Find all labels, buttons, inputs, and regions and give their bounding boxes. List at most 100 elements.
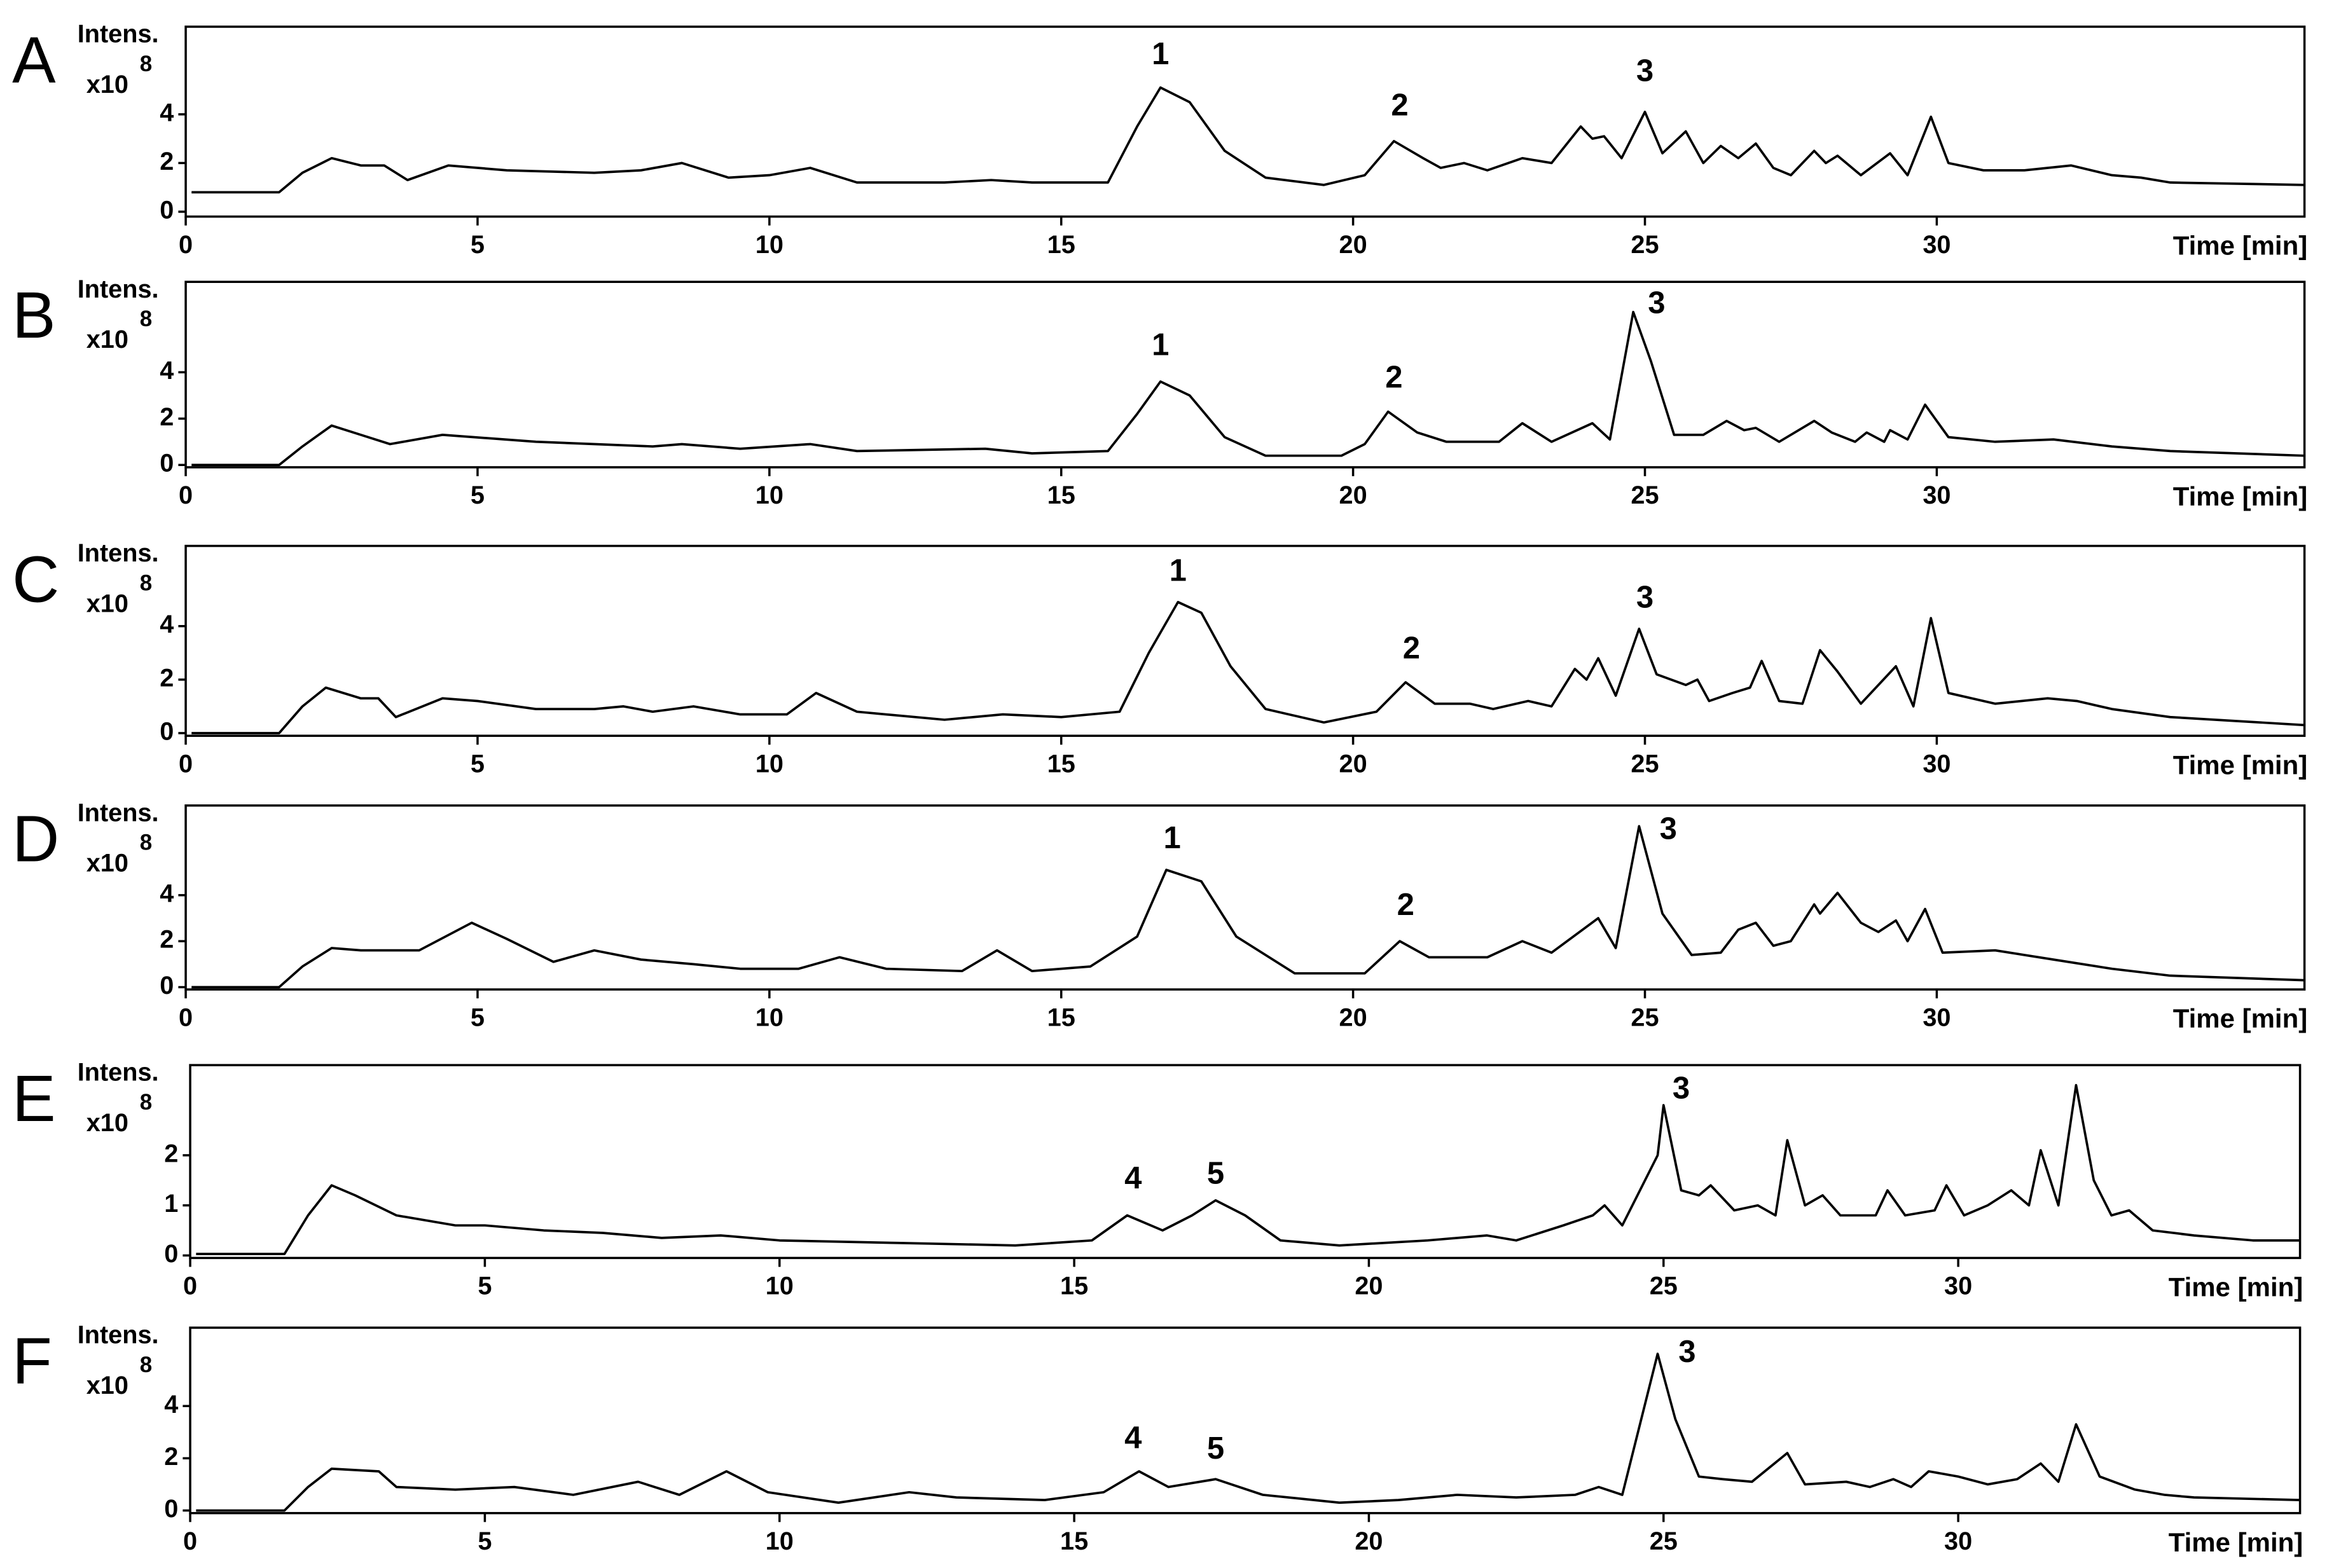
peak-label: 3 (1673, 1071, 1690, 1105)
peak-label: 3 (1648, 286, 1665, 320)
x-tick-label: 0 (179, 481, 193, 509)
panel-label: B (12, 279, 55, 352)
plot-frame (189, 1326, 2302, 1515)
plot-frame (184, 544, 2306, 737)
x-tick-label: 15 (1047, 1003, 1075, 1031)
peak-label: 3 (1678, 1335, 1695, 1369)
x-tick-label: 20 (1339, 481, 1367, 509)
peak-label: 1 (1163, 821, 1180, 855)
y-tick-label: 4 (160, 357, 174, 385)
x-tick-label: 0 (179, 1003, 193, 1031)
y-tick-label: 0 (160, 196, 174, 224)
x-axis-label: Time [min] (2173, 1003, 2308, 1033)
chromatogram-line (196, 1352, 2300, 1512)
peak-label: 5 (1207, 1156, 1224, 1190)
x-tick-label: 30 (1923, 481, 1951, 509)
y-tick-label: 4 (160, 99, 174, 127)
x-tick-label: 15 (1047, 750, 1075, 778)
y-axis-label: Intens. (78, 799, 159, 827)
x-tick-label: 10 (756, 231, 784, 259)
chromatogram-line (191, 310, 2305, 467)
y-tick-label: 4 (160, 879, 174, 907)
y-tick-label: 0 (160, 450, 174, 478)
plot-frame (189, 1064, 2302, 1260)
x-axis-label: Time [min] (2173, 750, 2308, 780)
y-tick-label: 0 (164, 1240, 178, 1268)
peak-label: 3 (1636, 581, 1654, 615)
y-unit-base: x10 (86, 326, 128, 354)
x-tick-label: 30 (1923, 750, 1951, 778)
x-axis-label: Time [min] (2173, 481, 2308, 511)
peak-label: 3 (1636, 54, 1654, 88)
y-unit-exponent: 8 (140, 830, 152, 855)
chromatogram-line (191, 825, 2305, 989)
panel-label: D (12, 802, 59, 876)
chromatogram-line (191, 86, 2305, 194)
peak-label: 2 (1397, 888, 1414, 922)
y-tick-label: 0 (160, 972, 174, 1000)
y-axis-label: Intens. (78, 1059, 159, 1087)
panel-label: C (12, 542, 59, 616)
peak-label: 3 (1660, 812, 1677, 846)
y-unit-exponent: 8 (140, 570, 152, 595)
x-tick-label: 5 (471, 750, 485, 778)
y-unit-exponent: 8 (140, 52, 152, 76)
y-unit-base: x10 (86, 1372, 128, 1400)
y-tick-label: 2 (164, 1139, 178, 1167)
peak-label: 2 (1391, 88, 1408, 122)
panel-label: F (12, 1324, 52, 1398)
y-unit-exponent: 8 (140, 1352, 152, 1377)
x-tick-label: 25 (1631, 1003, 1659, 1031)
x-tick-label: 5 (471, 1003, 485, 1031)
plot-frame (184, 280, 2306, 469)
x-tick-label: 25 (1631, 231, 1659, 259)
x-tick-label: 25 (1650, 1272, 1678, 1300)
x-tick-label: 15 (1047, 481, 1075, 509)
plot-frame (184, 25, 2306, 218)
peak-label: 1 (1152, 37, 1169, 71)
x-tick-label: 0 (179, 750, 193, 778)
x-tick-label: 10 (756, 481, 784, 509)
x-tick-label: 10 (756, 750, 784, 778)
y-axis-label: Intens. (78, 20, 159, 48)
y-axis-label: Intens. (78, 1321, 159, 1349)
y-axis-label: Intens. (78, 275, 159, 303)
y-tick-label: 1 (164, 1190, 178, 1218)
x-tick-label: 20 (1339, 750, 1367, 778)
x-tick-label: 30 (1944, 1272, 1972, 1300)
x-tick-label: 5 (478, 1527, 492, 1555)
x-tick-label: 15 (1060, 1272, 1088, 1300)
y-tick-label: 4 (164, 1391, 178, 1419)
x-tick-label: 10 (766, 1272, 794, 1300)
x-tick-label: 25 (1631, 750, 1659, 778)
x-axis-label: Time [min] (2169, 1272, 2303, 1302)
y-axis-label: Intens. (78, 539, 159, 567)
y-unit-exponent: 8 (140, 306, 152, 331)
x-axis-label: Time [min] (2173, 231, 2308, 261)
panel-label: E (12, 1062, 55, 1135)
y-unit-base: x10 (86, 849, 128, 877)
peak-label: 1 (1170, 554, 1187, 588)
peak-label: 4 (1124, 1161, 1142, 1195)
y-tick-label: 4 (160, 610, 174, 638)
peak-label: 2 (1385, 360, 1402, 394)
y-unit-base: x10 (86, 1109, 128, 1137)
x-tick-label: 15 (1060, 1527, 1088, 1555)
x-tick-label: 20 (1339, 231, 1367, 259)
x-tick-label: 10 (756, 1003, 784, 1031)
x-tick-label: 30 (1923, 1003, 1951, 1031)
x-tick-label: 0 (183, 1527, 197, 1555)
x-tick-label: 20 (1355, 1272, 1383, 1300)
plot-frame (184, 804, 2306, 991)
x-tick-label: 30 (1923, 231, 1951, 259)
peak-label: 2 (1403, 631, 1420, 666)
y-unit-base: x10 (86, 589, 128, 617)
y-tick-label: 0 (164, 1495, 178, 1523)
x-tick-label: 30 (1944, 1527, 1972, 1555)
peak-label: 5 (1207, 1431, 1224, 1466)
y-tick-label: 2 (160, 664, 174, 692)
x-tick-label: 5 (471, 481, 485, 509)
x-tick-label: 5 (478, 1272, 492, 1300)
y-tick-label: 2 (160, 148, 174, 175)
